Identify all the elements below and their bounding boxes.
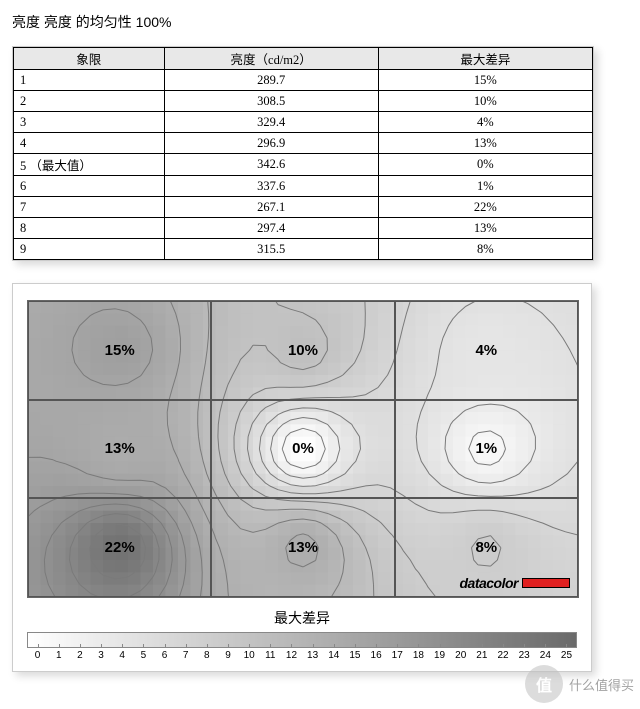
table-cell: 8 xyxy=(14,218,165,239)
uniformity-cell: 13% xyxy=(28,400,211,499)
legend-tick: 13 xyxy=(302,650,323,661)
legend-tick: 19 xyxy=(429,650,450,661)
table-row: 8297.413% xyxy=(14,218,593,239)
table-cell: 5 （最大值） xyxy=(14,154,165,176)
uniformity-map: 15%10%4%13%0%1%22%13%8% datacolor xyxy=(27,300,579,598)
table-cell: 342.6 xyxy=(164,154,378,176)
luminance-table-panel: 象限 亮度（cd/m2） 最大差异 1289.715%2308.510%3329… xyxy=(12,46,594,261)
table-row: 5 （最大值）342.60% xyxy=(14,154,593,176)
legend-tick: 7 xyxy=(175,650,196,661)
uniformity-cell: 0% xyxy=(211,400,394,499)
table-cell: 297.4 xyxy=(164,218,378,239)
table-header-row: 象限 亮度（cd/m2） 最大差异 xyxy=(14,48,593,70)
table-cell: 9 xyxy=(14,239,165,260)
uniformity-cell: 15% xyxy=(28,301,211,400)
table-cell: 7 xyxy=(14,197,165,218)
uniformity-cell: 10% xyxy=(211,301,394,400)
table-cell: 296.9 xyxy=(164,133,378,154)
legend-tick: 4 xyxy=(112,650,133,661)
legend-ticks: 0123456789101112131415161718192021222324… xyxy=(27,650,577,661)
table-cell: 289.7 xyxy=(164,70,378,91)
table-cell: 267.1 xyxy=(164,197,378,218)
watermark-text: 什么值得买 xyxy=(569,675,634,694)
uniformity-cell: 22% xyxy=(28,498,211,597)
col-luminance: 亮度（cd/m2） xyxy=(164,48,378,70)
legend-tick: 22 xyxy=(492,650,513,661)
watermark: 值 什么值得买 xyxy=(525,665,634,703)
legend-tick: 6 xyxy=(154,650,175,661)
table-row: 6337.61% xyxy=(14,176,593,197)
legend-tick: 20 xyxy=(450,650,471,661)
table-row: 2308.510% xyxy=(14,91,593,112)
legend-tick: 0 xyxy=(27,650,48,661)
legend-tick: 9 xyxy=(217,650,238,661)
datacolor-logo: datacolor xyxy=(459,575,570,591)
luminance-table: 象限 亮度（cd/m2） 最大差异 1289.715%2308.510%3329… xyxy=(13,47,593,260)
table-row: 9315.58% xyxy=(14,239,593,260)
table-cell: 4 xyxy=(14,133,165,154)
uniformity-panel: 15%10%4%13%0%1%22%13%8% datacolor 最大差异 0… xyxy=(12,283,592,672)
table-cell: 337.6 xyxy=(164,176,378,197)
legend-tick: 21 xyxy=(471,650,492,661)
uniformity-cell: 1% xyxy=(395,400,578,499)
legend-tick: 8 xyxy=(196,650,217,661)
legend-tick: 23 xyxy=(514,650,535,661)
legend-tick: 17 xyxy=(387,650,408,661)
table-row: 4296.913% xyxy=(14,133,593,154)
col-quadrant: 象限 xyxy=(14,48,165,70)
table-cell: 1 xyxy=(14,70,165,91)
table-cell: 13% xyxy=(378,133,592,154)
col-max-diff: 最大差异 xyxy=(378,48,592,70)
legend-tick: 2 xyxy=(69,650,90,661)
legend-tick: 25 xyxy=(556,650,577,661)
table-row: 3329.44% xyxy=(14,112,593,133)
table-row: 7267.122% xyxy=(14,197,593,218)
legend-tick: 18 xyxy=(408,650,429,661)
uniformity-cell: 13% xyxy=(211,498,394,597)
table-cell: 4% xyxy=(378,112,592,133)
table-cell: 15% xyxy=(378,70,592,91)
legend-tick: 5 xyxy=(133,650,154,661)
table-cell: 22% xyxy=(378,197,592,218)
table-cell: 0% xyxy=(378,154,592,176)
table-cell: 8% xyxy=(378,239,592,260)
table-cell: 329.4 xyxy=(164,112,378,133)
page-title: 亮度 亮度 的均匀性 100% xyxy=(12,12,628,32)
table-cell: 10% xyxy=(378,91,592,112)
table-cell: 6 xyxy=(14,176,165,197)
logo-bar xyxy=(522,578,570,588)
legend: 0123456789101112131415161718192021222324… xyxy=(27,632,577,661)
table-cell: 3 xyxy=(14,112,165,133)
uniformity-cells: 15%10%4%13%0%1%22%13%8% xyxy=(28,301,578,597)
table-cell: 13% xyxy=(378,218,592,239)
legend-tick: 1 xyxy=(48,650,69,661)
table-cell: 1% xyxy=(378,176,592,197)
table-cell: 315.5 xyxy=(164,239,378,260)
uniformity-cell: 4% xyxy=(395,301,578,400)
legend-tick: 24 xyxy=(535,650,556,661)
legend-tick: 12 xyxy=(281,650,302,661)
legend-tick: 10 xyxy=(239,650,260,661)
legend-gradient xyxy=(27,632,577,648)
legend-tick: 14 xyxy=(323,650,344,661)
table-cell: 2 xyxy=(14,91,165,112)
legend-title: 最大差异 xyxy=(27,608,577,628)
legend-tick: 16 xyxy=(366,650,387,661)
logo-text: datacolor xyxy=(459,575,518,591)
watermark-badge-icon: 值 xyxy=(525,665,563,703)
table-cell: 308.5 xyxy=(164,91,378,112)
legend-tick: 11 xyxy=(260,650,281,661)
table-row: 1289.715% xyxy=(14,70,593,91)
legend-tick: 15 xyxy=(344,650,365,661)
legend-tick: 3 xyxy=(90,650,111,661)
